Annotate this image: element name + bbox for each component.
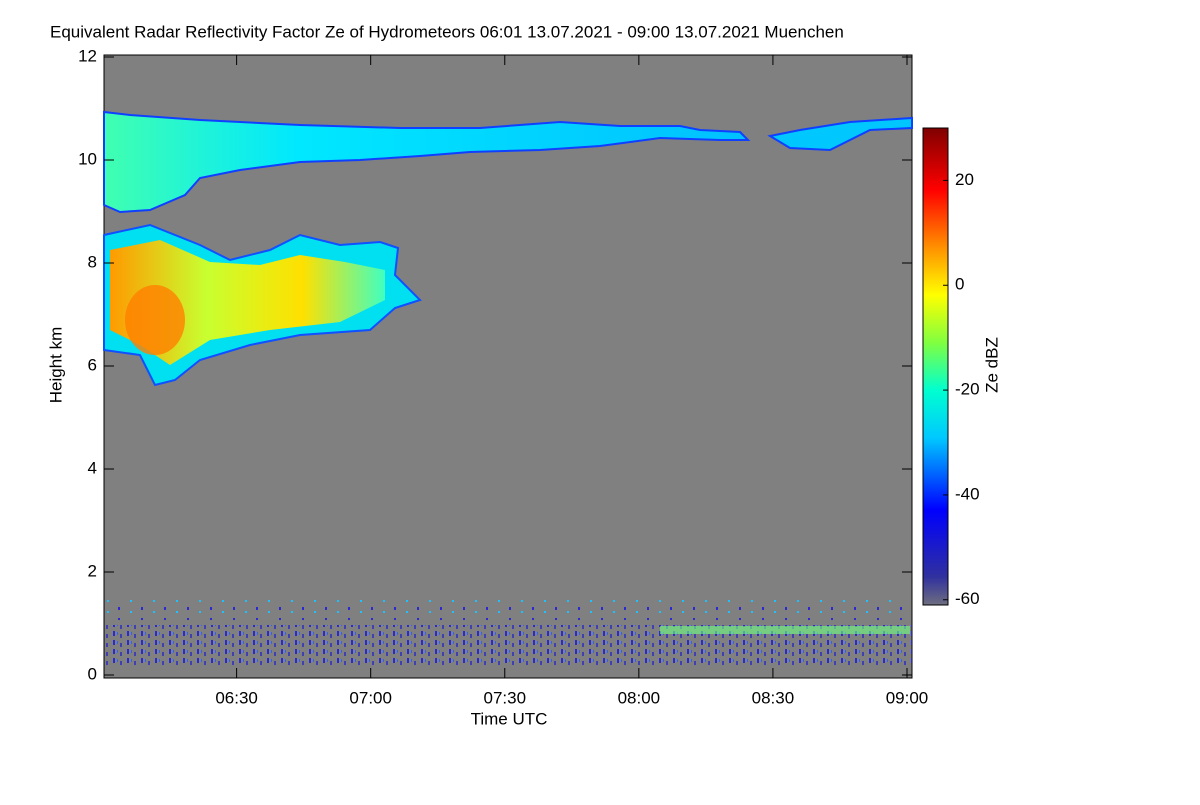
x-tick-label: 06:30 — [215, 688, 258, 707]
colorbar-tick-label: -60 — [955, 589, 980, 608]
y-tick-label: 12 — [78, 46, 97, 65]
clutter — [660, 626, 910, 634]
y-tick-label: 6 — [88, 355, 97, 374]
chart-title: Equivalent Radar Reflectivity Factor Ze … — [50, 22, 844, 41]
x-tick-label: 07:30 — [483, 688, 526, 707]
echo-region — [103, 110, 751, 214]
x-tick-label: 07:00 — [349, 688, 392, 707]
colorbar-tick-label: 20 — [955, 170, 974, 189]
echo-core — [125, 285, 185, 355]
clutter — [104, 600, 912, 620]
x-tick-label: 08:30 — [752, 688, 795, 707]
x-axis-label: Time UTC — [471, 709, 548, 728]
y-tick-label: 4 — [88, 458, 97, 477]
colorbar-tick-label: 0 — [955, 275, 964, 294]
colorbar-tick-label: -40 — [955, 484, 980, 503]
y-tick-label: 10 — [78, 149, 97, 168]
x-tick-label: 08:00 — [618, 688, 661, 707]
y-tick-label: 2 — [88, 561, 97, 580]
colorbar-tick-label: -20 — [955, 380, 980, 399]
y-tick-label: 0 — [88, 664, 97, 683]
plot-area — [103, 54, 913, 679]
echo-region — [767, 116, 913, 152]
colorbar-label: Ze dBZ — [982, 337, 1001, 393]
x-tick-label: 09:00 — [886, 688, 929, 707]
y-axis-label: Height km — [46, 327, 65, 404]
y-tick-label: 8 — [88, 252, 97, 271]
colorbar — [922, 127, 949, 606]
